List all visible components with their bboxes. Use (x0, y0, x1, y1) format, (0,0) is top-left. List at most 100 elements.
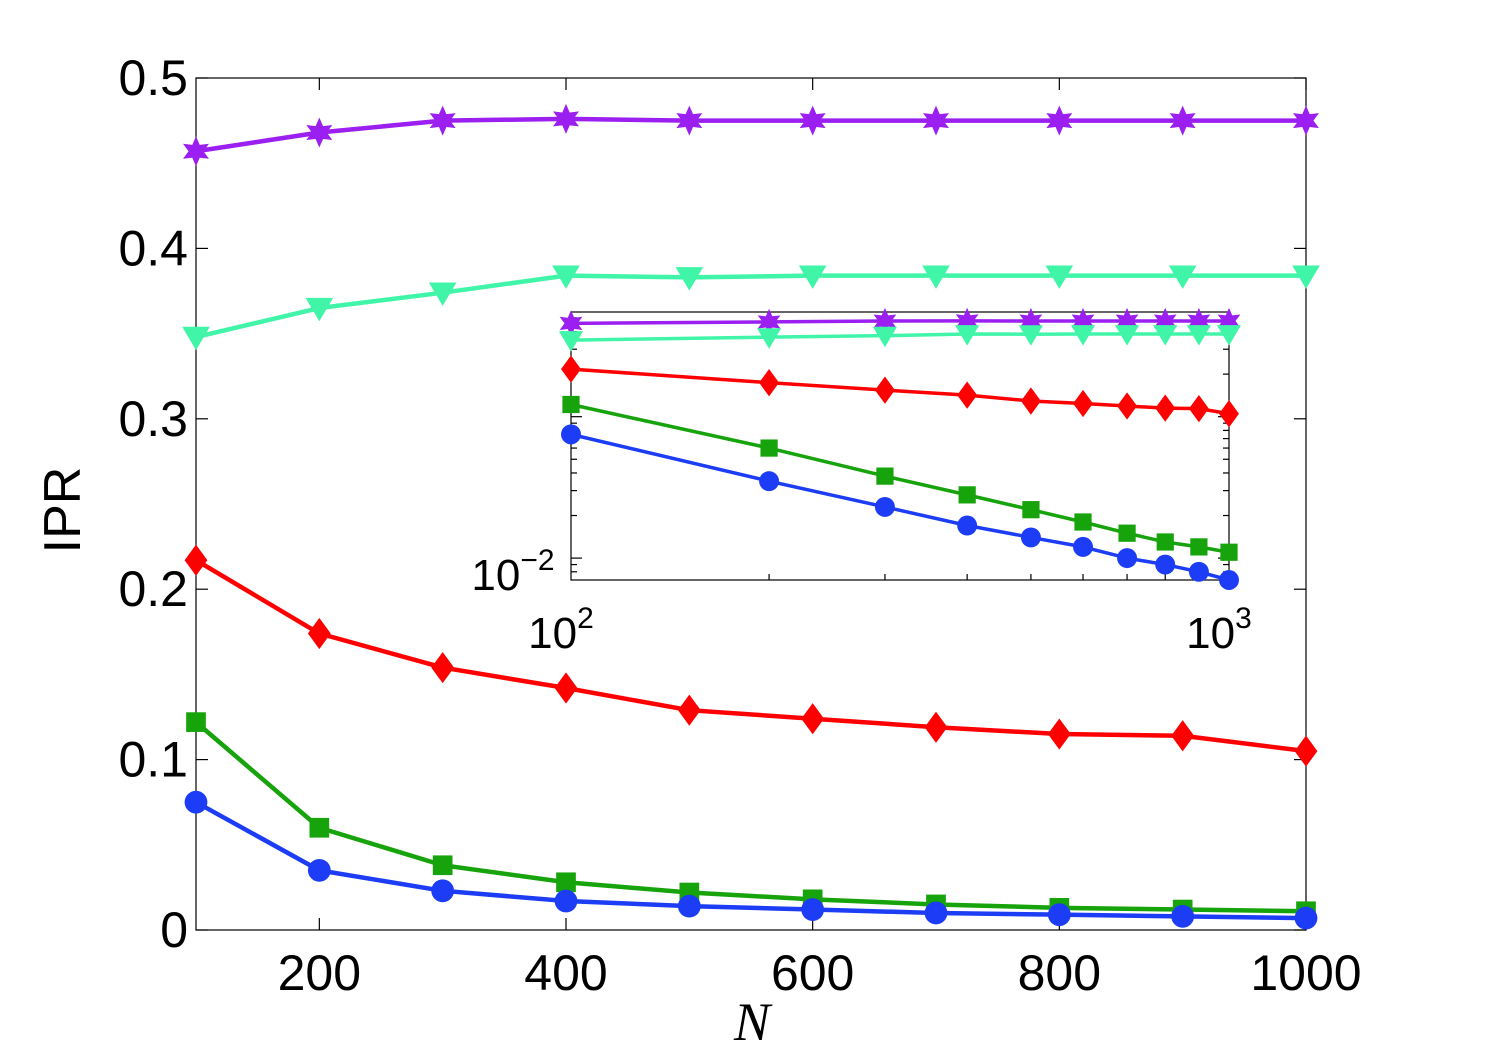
data-point-diamond (677, 694, 701, 726)
inset-data-point-star (955, 307, 979, 334)
data-point-square (432, 855, 453, 876)
data-point-triangle (1292, 265, 1320, 289)
inset-data-point-star (873, 307, 897, 335)
inset-x-tick-base: 10 (1186, 609, 1235, 658)
inset-data-point-square (1156, 533, 1174, 551)
data-point-diamond (801, 703, 825, 735)
inset-series-circle (561, 424, 1239, 590)
data-point-circle (1047, 903, 1071, 927)
data-point-circle (307, 858, 331, 882)
inset-series-line-circle (570, 432, 1230, 582)
data-point-star (183, 136, 209, 167)
inset-data-point-diamond (561, 355, 581, 383)
y-tick-label: 0.3 (118, 391, 188, 447)
inset-data-point-triangle (757, 328, 782, 349)
inset-series-triangle (558, 325, 1242, 352)
inset-data-point-star (1187, 307, 1211, 335)
x-tick-label: 1000 (1250, 945, 1361, 1001)
main-plot: 200 400 600 800 1000 0 0.1 0.2 0.3 0.4 0.5 IPR N (34, 50, 1362, 1052)
inset-data-point-square (1022, 501, 1040, 519)
data-point-diamond (1294, 735, 1318, 767)
y-tick-label: 0.5 (118, 50, 188, 106)
inset-data-point-circle (1219, 570, 1239, 590)
inset-x-tick-exponent: 2 (577, 602, 594, 635)
inset-data-point-triangle (1216, 325, 1242, 346)
inset-data-point-diamond (1155, 394, 1176, 422)
main-plot-frame (195, 77, 1307, 931)
inset-data-point-diamond (1117, 392, 1138, 420)
data-point-square (556, 872, 576, 893)
data-point-diamond (1047, 718, 1071, 750)
inset-data-point-circle (1073, 536, 1093, 557)
data-point-triangle (798, 265, 827, 289)
data-point-triangle (675, 267, 704, 291)
inset-data-point-star (1153, 307, 1177, 335)
inset-series-line-triangle (570, 332, 1229, 342)
data-point-diamond (924, 711, 948, 743)
inset-data-point-square (1190, 538, 1208, 556)
data-point-triangle (305, 297, 334, 322)
data-point-star (553, 103, 579, 134)
series-line-star (195, 116, 1306, 154)
inset-data-point-circle (957, 515, 978, 536)
data-point-star (429, 105, 456, 136)
y-tick-label: 0.1 (118, 732, 188, 788)
data-point-star (1293, 105, 1319, 136)
series-triangle (182, 265, 1320, 351)
y-axis-label: IPR (34, 467, 92, 554)
inset-series-line-star (570, 319, 1229, 326)
inset-series-line-diamond (570, 367, 1230, 416)
series-star (183, 103, 1319, 167)
inset-data-point-circle (1155, 554, 1176, 575)
inset-data-point-star (757, 308, 781, 336)
inset-x-tick-label: 102 (528, 602, 594, 658)
inset-data-point-circle (759, 471, 780, 492)
inset-data-point-diamond (1188, 394, 1209, 423)
data-point-triangle (1168, 265, 1197, 289)
inset-data-point-triangle (955, 325, 980, 346)
inset-data-point-triangle (1114, 325, 1140, 346)
inset-data-point-square (1220, 543, 1238, 561)
inset-y-tick-base: 10 (471, 551, 520, 600)
series-diamond (184, 544, 1318, 767)
data-point-circle (677, 894, 701, 918)
data-point-diamond (431, 651, 455, 684)
data-point-circle (1171, 904, 1195, 928)
data-point-triangle (1045, 265, 1074, 289)
data-point-diamond (1171, 720, 1195, 752)
y-tick-label: 0.2 (118, 561, 188, 617)
inset-data-point-square (760, 439, 778, 457)
inset-series-line-square (570, 402, 1230, 554)
data-point-diamond (554, 672, 578, 704)
inset-data-point-triangle (872, 326, 898, 348)
data-point-triangle (922, 265, 950, 289)
inset-data-point-square (562, 395, 580, 414)
data-point-circle (184, 790, 208, 814)
inset-series-star (559, 307, 1241, 337)
data-point-star (676, 105, 703, 136)
inset-data-point-triangle (1018, 325, 1043, 346)
data-point-diamond (307, 617, 331, 650)
inset-x-tick-exponent: 3 (1235, 602, 1252, 635)
data-point-square (186, 712, 206, 732)
data-point-triangle (428, 282, 457, 306)
y-tick-label: 0 (160, 902, 188, 958)
inset-data-point-star (1217, 307, 1241, 335)
inset-data-point-square (1074, 513, 1092, 531)
data-point-star (923, 105, 949, 136)
data-point-circle (431, 879, 455, 903)
inset-data-point-circle (1188, 561, 1209, 582)
inset-data-point-star (559, 310, 583, 337)
inset-data-point-square (958, 486, 976, 504)
inset-data-point-diamond (1020, 387, 1041, 415)
data-point-square (309, 817, 330, 838)
inset-data-point-diamond (1073, 389, 1093, 418)
inset-data-point-star (1019, 307, 1043, 335)
inset-data-point-circle (1117, 548, 1138, 569)
inset-y-tick-exponent: −2 (520, 544, 554, 577)
x-tick-label: 400 (524, 945, 607, 1001)
series-line-square (194, 720, 1307, 914)
data-point-star (1169, 105, 1196, 136)
inset-data-point-triangle (1153, 325, 1178, 346)
